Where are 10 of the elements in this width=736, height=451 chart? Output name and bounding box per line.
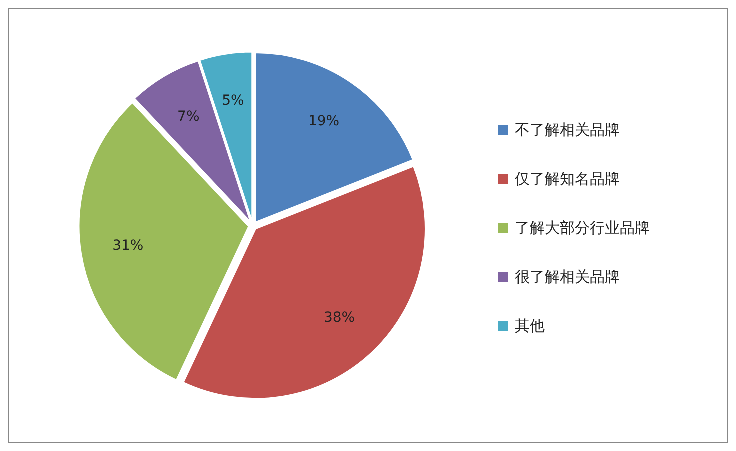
data-label: 38% [324,310,356,326]
legend-label: 了解大部分行业品牌 [515,219,650,237]
data-label: 31% [112,238,144,254]
data-label: 19% [308,113,340,130]
legend-label: 仅了解知名品牌 [515,170,620,188]
legend-label: 很了解相关品牌 [515,268,620,286]
legend-label: 不了解相关品牌 [515,121,620,139]
data-label: 5% [222,93,244,110]
legend-label: 其他 [515,317,545,335]
data-label: 7% [178,109,200,126]
